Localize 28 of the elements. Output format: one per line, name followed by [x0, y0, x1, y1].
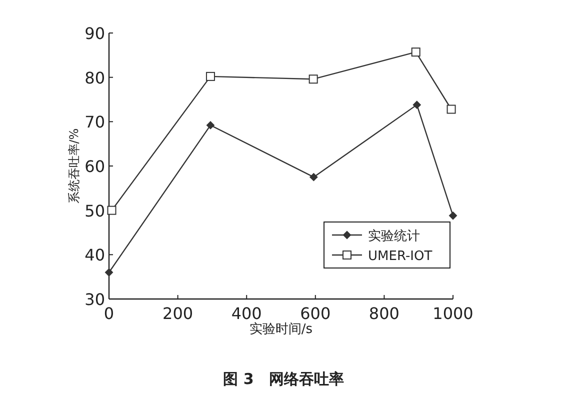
point [412, 100, 421, 109]
legend-label: 实验统计 [368, 229, 420, 244]
point [107, 206, 116, 215]
x-tick-label: 400 [231, 304, 262, 323]
point [449, 212, 457, 220]
point [446, 104, 456, 114]
y-tick-label: 60 [84, 157, 105, 176]
point [206, 72, 215, 81]
x-tick-label: 1000 [432, 304, 474, 323]
point [411, 48, 420, 57]
x-axis-title: 实验时间/s [249, 322, 313, 337]
point [310, 173, 318, 182]
y-axis-title: 系统吞吐率/% [67, 128, 81, 204]
y-tick-label: 40 [84, 246, 105, 265]
point [105, 268, 113, 276]
point [206, 121, 214, 130]
legend-label: UMER-IOT [368, 249, 432, 264]
y-tick-label: 90 [84, 24, 105, 43]
y-tick-label: 50 [84, 201, 105, 220]
x-tick-label: 600 [300, 304, 331, 323]
x-tick-label: 0 [104, 304, 114, 323]
y-tick-label: 80 [84, 68, 105, 88]
x-tick-label: 800 [368, 304, 400, 323]
point [308, 74, 318, 84]
y-tick-label: 70 [84, 112, 105, 132]
x-tick-label: 200 [162, 304, 194, 323]
caption: 图 3 网络吞吐率 [223, 370, 344, 388]
y-tick-label: 30 [84, 290, 105, 309]
